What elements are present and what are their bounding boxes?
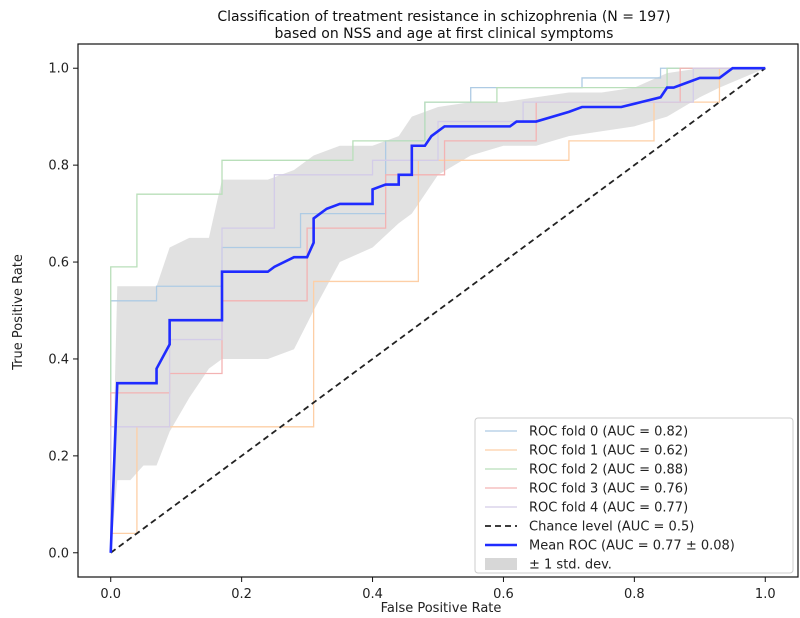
axis-ticks: 0.0 0.2 0.4 0.6 0.8 1.0 0.0 0.2 0.4 0.6 0.8 1.0 [48,62,775,602]
x-tick-label: 0.4 [362,587,383,602]
y-tick-label: 0.2 [48,449,69,464]
x-tick-label: 0.8 [624,587,645,602]
y-tick-label: 0.8 [48,159,69,174]
legend-label: ROC fold 1 (AUC = 0.62) [529,444,688,459]
legend-box [474,417,794,574]
plot-area [109,66,766,554]
legend-label: ROC fold 4 (AUC = 0.77) [529,501,688,516]
y-tick-label: 0.6 [48,256,69,271]
roc-fold-2-line [110,67,766,553]
y-tick-label: 0.0 [48,546,69,561]
chart-title-line2: based on NSS and age at first clinical s… [275,26,614,42]
legend-label: Mean ROC (AUC = 0.77 ± 0.08) [529,539,735,554]
legend: ROC fold 0 (AUC = 0.82) ROC fold 1 (AUC =… [474,417,794,574]
y-tick-label: 0.4 [48,352,69,367]
x-tick-label: 0.2 [231,587,252,602]
y-axis-label: True Positive Rate [11,254,26,371]
y-tick-label: 1.0 [48,62,69,77]
legend-label: Chance level (AUC = 0.5) [529,520,694,535]
legend-label: ROC fold 3 (AUC = 0.76) [529,482,688,497]
roc-fold-4-line [110,67,766,553]
x-tick-label: 1.0 [755,587,776,602]
plot-frame [77,43,799,578]
legend-label: ROC fold 2 (AUC = 0.88) [529,463,688,478]
x-axis-label: False Positive Rate [381,601,502,616]
x-tick-label: 0.6 [493,587,514,602]
mean-roc-line [109,66,766,553]
x-tick-label: 0.0 [100,587,121,602]
chance-line [110,67,766,554]
chart-title-line1: Classification of treatment resistance i… [217,9,670,25]
legend-label: ROC fold 0 (AUC = 0.82) [529,425,688,440]
legend-label: ± 1 std. dev. [529,558,612,573]
legend-swatch [485,558,517,570]
